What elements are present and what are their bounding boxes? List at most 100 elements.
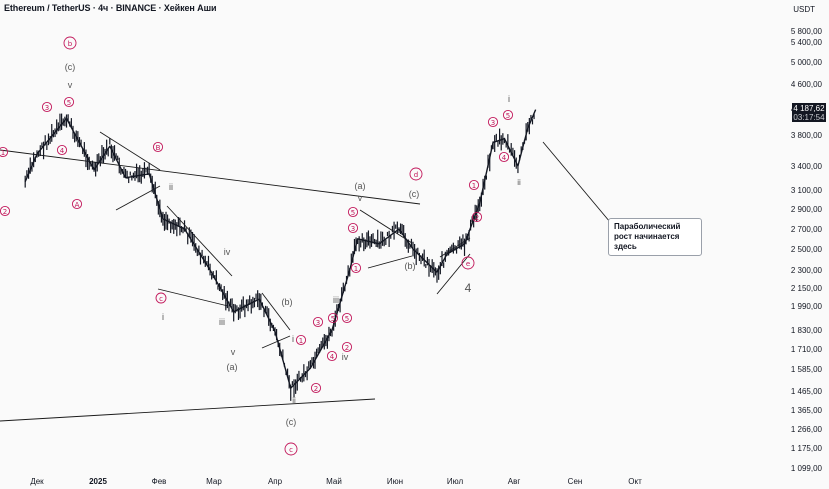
wave-number: 5 [345, 315, 349, 323]
wave-number: 3 [351, 225, 355, 233]
wave-number: 5 [506, 112, 510, 120]
x-tick-label: Июл [447, 477, 464, 486]
y-tick-label: 3 800,00 [791, 131, 823, 140]
x-axis: Дек 2025 Фев Мар Апр Май Июн Июл Авг Сен Окт [30, 477, 642, 486]
wave-circle [341, 341, 353, 353]
y-tick-label: 2 500,00 [791, 245, 823, 254]
wave-label: iv [224, 247, 231, 257]
y-tick-label: 3 100,00 [791, 186, 823, 195]
y-tick-label: 1 175,00 [791, 444, 823, 453]
wave-circle [295, 334, 307, 346]
trendline [359, 209, 413, 244]
wave-circle [327, 312, 339, 324]
wave-number: d [414, 171, 418, 179]
wave-circle [347, 222, 359, 234]
trendline [157, 288, 229, 307]
wave-label: i [508, 94, 510, 104]
x-tick-label: Сен [568, 477, 583, 486]
wave-circle [63, 96, 75, 108]
wave-number: c [289, 446, 293, 454]
wave-label: (a) [227, 362, 238, 372]
wave-circle [41, 101, 53, 113]
chart-title: Ethereum / TetherUS · 4ч · BINANCE · Хей… [4, 3, 217, 13]
trendline [542, 141, 611, 223]
wave-label: (b) [405, 261, 416, 271]
wave-number: 4 [60, 147, 65, 155]
wave-number: 3 [316, 319, 320, 327]
wave-number: 3 [45, 104, 49, 112]
wave-label: ii [292, 396, 296, 405]
wave-circle [312, 316, 324, 328]
x-tick-label: Фев [152, 477, 167, 486]
y-tick-label: 5 800,00 [791, 27, 823, 36]
wave-number: B [156, 144, 161, 152]
wave-number: 1 [354, 265, 358, 273]
wave-circle [487, 116, 499, 128]
wave-label: iii [219, 317, 225, 327]
wave-big-label: 4 [465, 281, 472, 295]
wave-label: (b) [282, 297, 293, 307]
wave-label: i [292, 334, 294, 344]
trendline [436, 253, 471, 295]
y-tick-label: 1 266,00 [791, 425, 823, 434]
y-tick-label: 2 700,00 [791, 225, 823, 234]
trendline [261, 335, 291, 349]
wave-circle [155, 292, 167, 304]
wave-number: A [75, 201, 80, 209]
callout-note[interactable]: Параболический рост начинается здесь [608, 218, 702, 256]
wave-circle [326, 350, 338, 362]
wave-circle [341, 312, 353, 324]
y-tick-label: 1 710,00 [791, 345, 823, 354]
x-tick-label: Авг [508, 477, 521, 486]
wave-number: 5 [351, 209, 355, 217]
wave-label: i [162, 312, 164, 322]
x-tick-label: Май [326, 477, 342, 486]
x-tick-label: Июн [387, 477, 403, 486]
wave-label: ii [517, 178, 521, 187]
wave-circle [0, 205, 11, 217]
wave-circle [461, 256, 475, 270]
wave-number: 1 [472, 182, 476, 190]
y-tick-label: 2 300,00 [791, 266, 823, 275]
wave-label: v [358, 193, 363, 203]
wave-label: (c) [286, 417, 297, 427]
trendlines [0, 131, 611, 422]
wave-number: 2 [3, 208, 7, 216]
x-tick-label: Дек [30, 477, 44, 486]
y-tick-label: 2 150,00 [791, 284, 823, 293]
wave-label: v [68, 80, 73, 90]
trendline [0, 398, 376, 422]
wave-circle [56, 144, 68, 156]
wave-circle [347, 206, 359, 218]
currency-label: USDT [793, 5, 815, 14]
y-tick-label: 1 099,00 [791, 464, 823, 473]
wave-circle [0, 146, 9, 158]
wave-circle [284, 442, 298, 456]
wave-number: 2 [314, 385, 318, 393]
wave-number: 3 [491, 119, 495, 127]
last-price-tag: 4 187,62 03:17:54 [792, 103, 826, 122]
trendline [367, 255, 413, 269]
trendline [99, 131, 161, 171]
wave-circle [63, 36, 77, 50]
wave-number: 1 [1, 149, 5, 157]
y-tick-label: 1 465,00 [791, 387, 823, 396]
x-tick-label: 2025 [89, 477, 107, 486]
y-tick-label: 1 585,00 [791, 365, 823, 374]
wave-number: 5 [67, 99, 71, 107]
x-tick-label: Мар [206, 477, 222, 486]
wave-number: b [68, 40, 73, 48]
y-tick-label: 2 900,00 [791, 205, 823, 214]
wave-label: (c) [409, 189, 420, 199]
wave-number: c [159, 295, 163, 303]
wave-label: (a) [355, 181, 366, 191]
y-tick-label: 3 400,00 [791, 162, 823, 171]
y-tick-label: 1 990,00 [791, 302, 823, 311]
y-axis: 5 800,005 400,005 000,004 600,004 200,00… [791, 27, 823, 473]
trendline [166, 205, 233, 277]
wave-circle [471, 211, 483, 223]
bar-countdown: 03:17:54 [793, 113, 825, 122]
y-tick-label: 1 365,00 [791, 406, 823, 415]
